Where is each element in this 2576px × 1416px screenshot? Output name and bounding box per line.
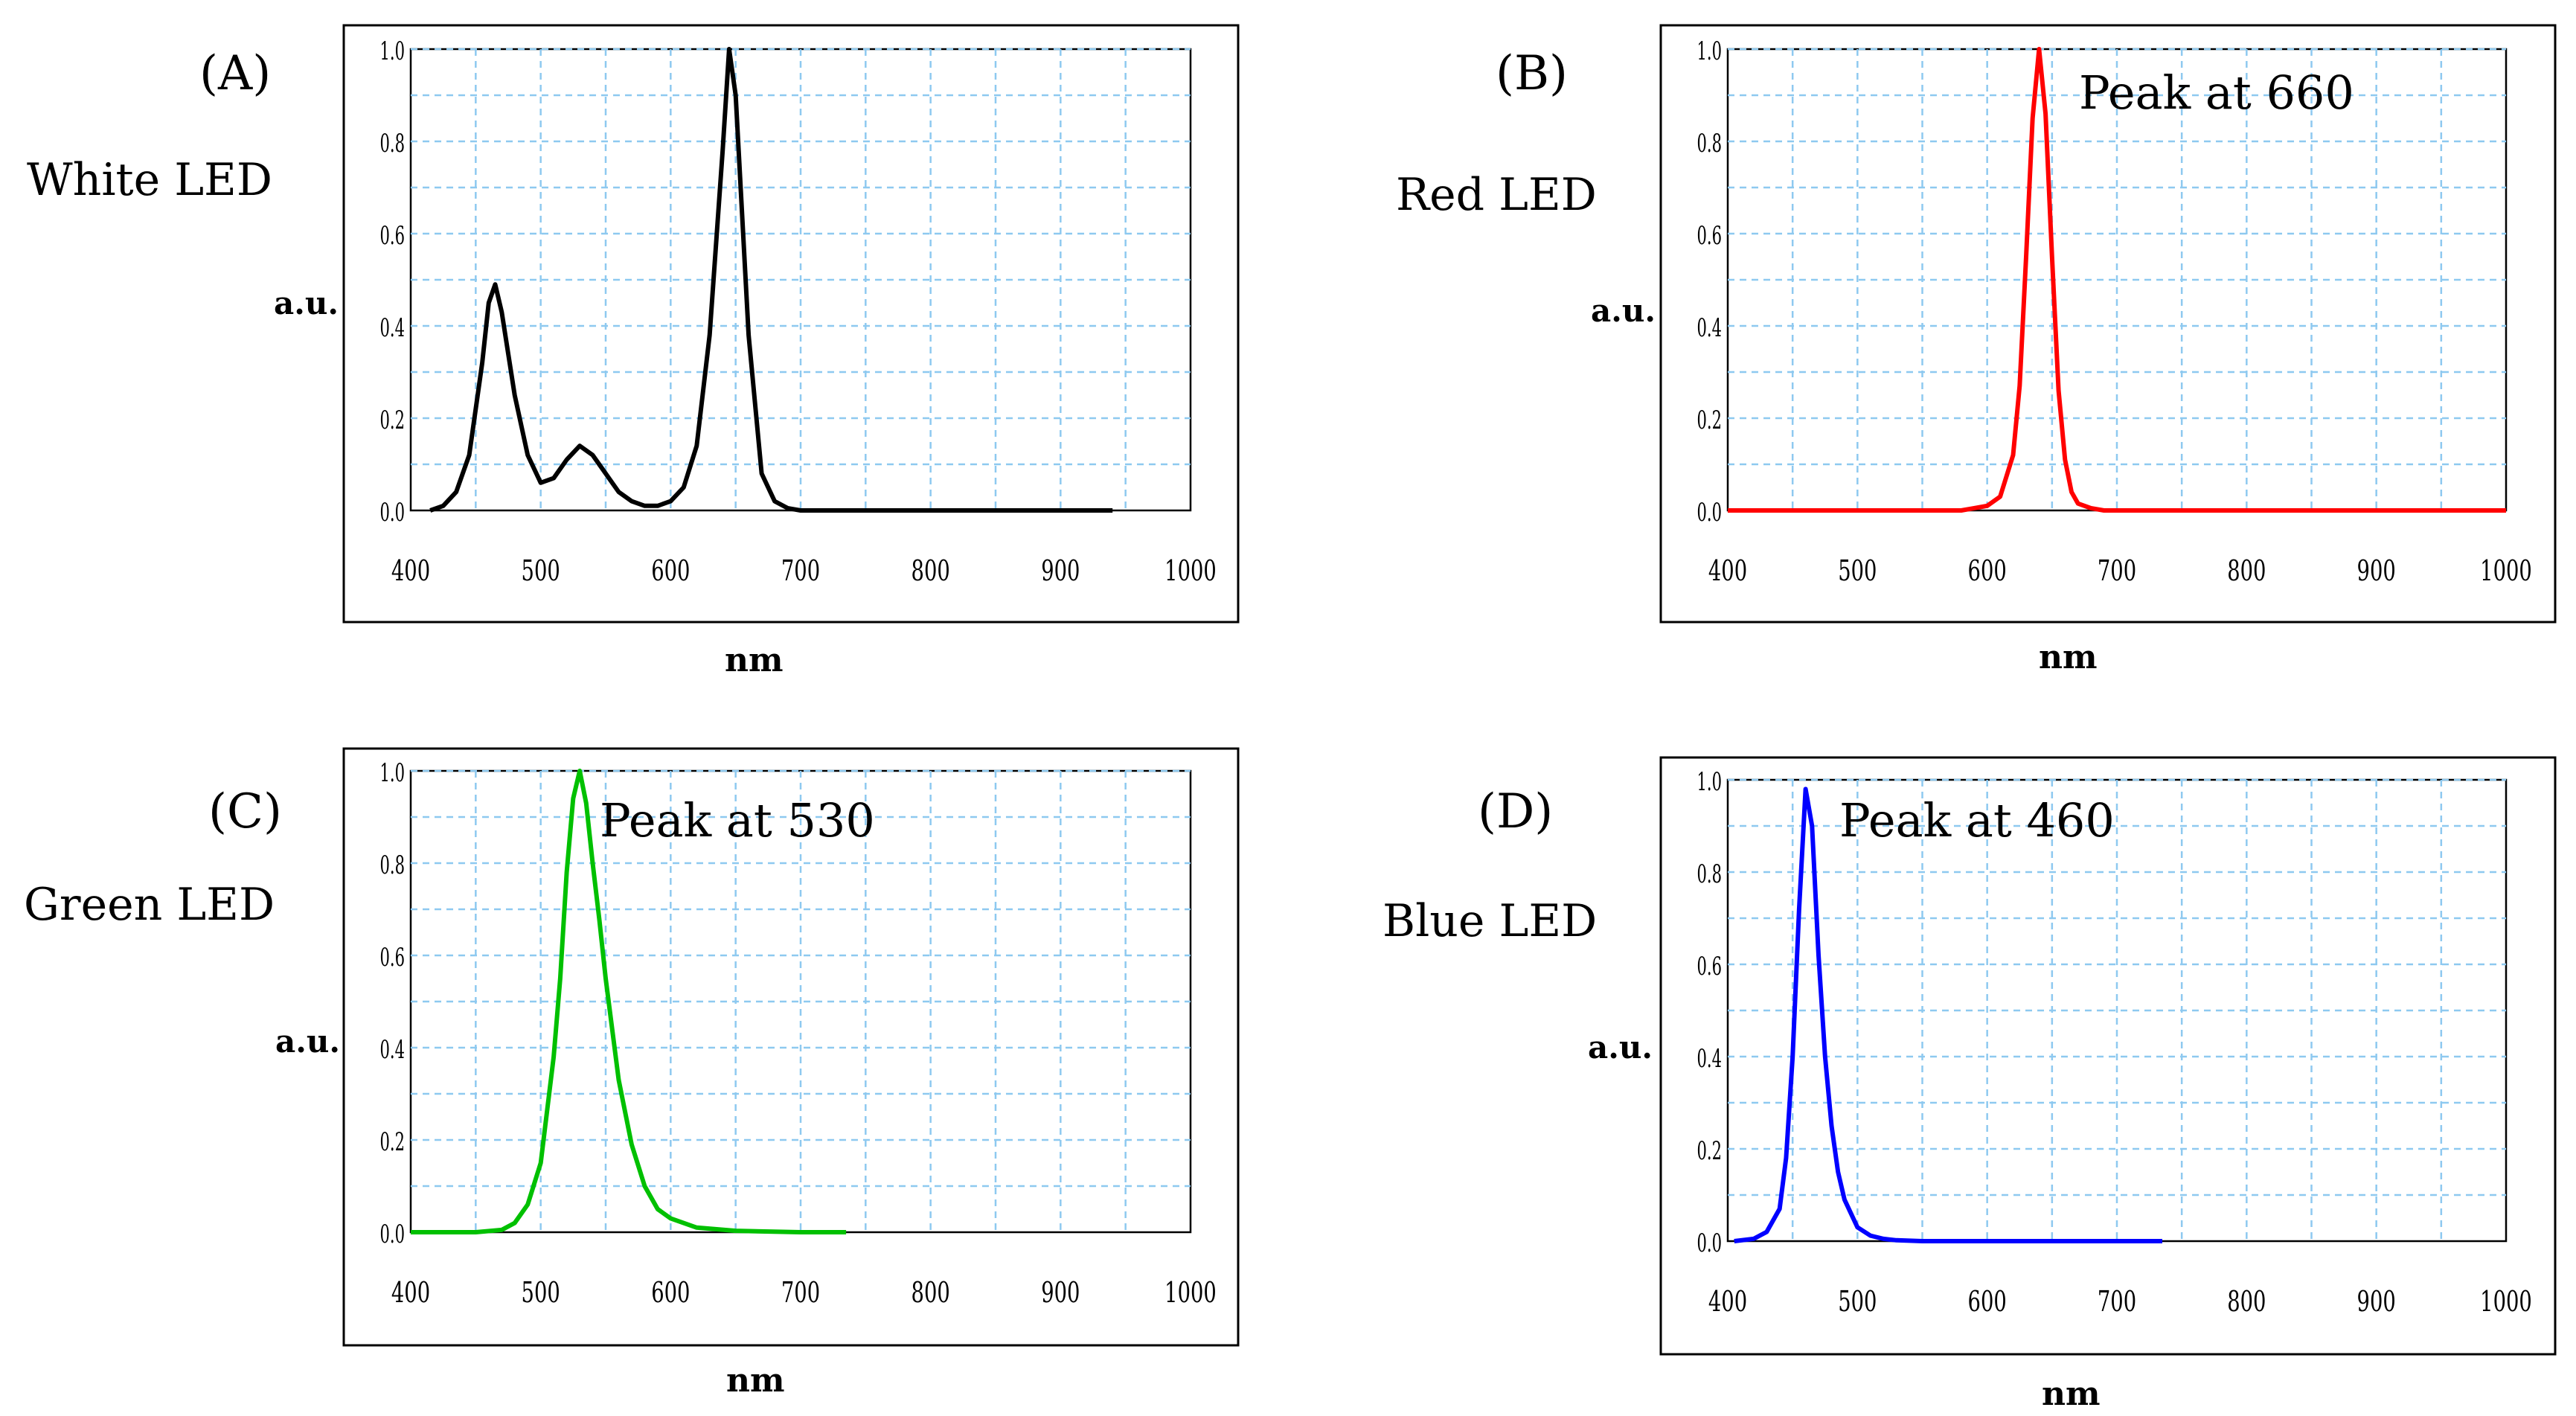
- x-tick-label: 1000: [1164, 1275, 1217, 1309]
- panel-frame: [1659, 756, 2557, 1356]
- y-tick-label: 0.6: [1697, 952, 1722, 981]
- panel-title: Red LED: [1396, 169, 1597, 221]
- panel-frame: [342, 24, 1240, 624]
- y-tick-label: 0.8: [380, 129, 405, 158]
- tick-labels: 400 500 600 700 800 900 1000 0.0 0.2 0.4 0.6 0.8 1.0: [1697, 767, 2532, 1318]
- y-tick-label: 0.8: [1697, 129, 1722, 158]
- x-tick-label: 700: [2098, 1284, 2136, 1318]
- x-tick-label: 1000: [2480, 554, 2532, 587]
- y-tick-label: 0.0: [1697, 498, 1722, 528]
- spectrum-line-blue: [1734, 787, 2162, 1243]
- y-tick-label: 0.4: [380, 1035, 405, 1065]
- y-tick-label: 0.6: [1697, 221, 1722, 251]
- x-axis-label: nm: [2039, 638, 2098, 676]
- x-tick-label: 500: [522, 1275, 560, 1309]
- y-tick-label: 0.8: [1697, 859, 1722, 889]
- x-tick-label: 900: [2357, 554, 2396, 587]
- panel-green-led: 400 500 600 700 800 900 1000 0.0 0.2 0.4 0.6 0.8 1.0…: [24, 747, 1240, 1400]
- x-tick-label: 700: [2098, 554, 2136, 587]
- panel-white-led: 400 500 600 700 800 900 1000 0.0 0.2 0.4 0.6 0.8 1.0…: [27, 24, 1240, 679]
- x-tick-label: 600: [1968, 554, 2007, 587]
- x-tick-label: 600: [651, 1275, 690, 1309]
- x-tick-label: 800: [2227, 554, 2266, 587]
- y-tick-label: 1.0: [380, 36, 405, 66]
- x-tick-label: 600: [651, 554, 690, 587]
- panel-title: Green LED: [24, 879, 275, 931]
- y-tick-label: 0.4: [1697, 313, 1722, 343]
- y-tick-label: 1.0: [1697, 36, 1722, 66]
- spectrum-line-red: [1728, 47, 2506, 513]
- x-tick-label: 600: [1968, 1284, 2007, 1318]
- y-tick-label: 1.0: [380, 758, 405, 788]
- x-tick-label: 800: [911, 1275, 950, 1309]
- y-axis-label: a.u.: [275, 1023, 340, 1060]
- x-tick-label: 900: [1041, 554, 1080, 587]
- panel-letter: (D): [1478, 784, 1553, 839]
- x-axis-label: nm: [726, 1362, 785, 1400]
- y-tick-label: 0.2: [1697, 406, 1722, 435]
- panel-letter: (C): [208, 784, 282, 839]
- y-tick-label: 0.0: [380, 1220, 405, 1249]
- x-tick-label: 400: [391, 1275, 430, 1309]
- grid-lines: [411, 769, 1191, 1232]
- y-tick-label: 0.6: [380, 943, 405, 973]
- tick-labels: 400 500 600 700 800 900 1000 0.0 0.2 0.4 0.6 0.8 1.0: [380, 36, 1217, 587]
- grid-lines: [1728, 778, 2506, 1241]
- y-tick-label: 0.8: [380, 850, 405, 880]
- panel-title: Blue LED: [1382, 895, 1597, 947]
- panel-frame: [342, 747, 1240, 1347]
- peak-annotation: Peak at 460: [1839, 793, 2115, 848]
- y-tick-label: 0.2: [380, 1127, 405, 1157]
- panel-red-led: 400 500 600 700 800 900 1000 0.0 0.2 0.4 0.6 0.8 1.0…: [1396, 24, 2557, 676]
- x-tick-label: 400: [1708, 554, 1747, 587]
- peak-annotation: Peak at 530: [600, 793, 875, 848]
- tick-labels: 400 500 600 700 800 900 1000 0.0 0.2 0.4 0.6 0.8 1.0: [1697, 36, 2532, 587]
- tick-labels: 400 500 600 700 800 900 1000 0.0 0.2 0.4 0.6 0.8 1.0: [380, 758, 1217, 1309]
- y-tick-label: 1.0: [1697, 767, 1722, 797]
- y-tick-label: 0.0: [380, 498, 405, 528]
- x-tick-label: 900: [1041, 1275, 1080, 1309]
- panel-letter: (B): [1496, 46, 1568, 101]
- x-tick-label: 800: [911, 554, 950, 587]
- y-tick-label: 0.0: [1697, 1228, 1722, 1258]
- y-axis-label: a.u.: [1588, 1029, 1653, 1066]
- x-tick-label: 800: [2227, 1284, 2266, 1318]
- y-tick-label: 0.6: [380, 221, 405, 251]
- y-tick-label: 0.2: [380, 406, 405, 435]
- x-tick-label: 500: [522, 554, 560, 587]
- panel-letter: (A): [199, 46, 271, 101]
- peak-annotation: Peak at 660: [2079, 65, 2354, 120]
- x-tick-label: 1000: [1164, 554, 1217, 587]
- y-tick-label: 0.4: [1697, 1044, 1722, 1074]
- y-axis-label: a.u.: [274, 285, 339, 321]
- panel-blue-led: 400 500 600 700 800 900 1000 0.0 0.2 0.4 0.6 0.8 1.0…: [1382, 756, 2557, 1413]
- x-tick-label: 500: [1838, 554, 1877, 587]
- x-tick-label: 700: [781, 1275, 820, 1309]
- y-tick-label: 0.4: [380, 313, 405, 343]
- x-axis-label: nm: [725, 641, 784, 679]
- spectrum-line-white: [429, 47, 1113, 513]
- x-tick-label: 400: [391, 554, 430, 587]
- x-tick-label: 1000: [2480, 1284, 2532, 1318]
- x-axis-label: nm: [2042, 1375, 2101, 1413]
- panel-title: White LED: [27, 154, 272, 206]
- spectrum-line-green: [411, 769, 847, 1234]
- y-axis-label: a.u.: [1591, 292, 1656, 329]
- grid-lines: [1728, 48, 2506, 510]
- x-tick-label: 900: [2357, 1284, 2396, 1318]
- y-tick-label: 0.2: [1697, 1136, 1722, 1166]
- x-tick-label: 400: [1708, 1284, 1747, 1318]
- x-tick-label: 500: [1838, 1284, 1877, 1318]
- panel-frame: [1659, 24, 2557, 624]
- x-tick-label: 700: [781, 554, 820, 587]
